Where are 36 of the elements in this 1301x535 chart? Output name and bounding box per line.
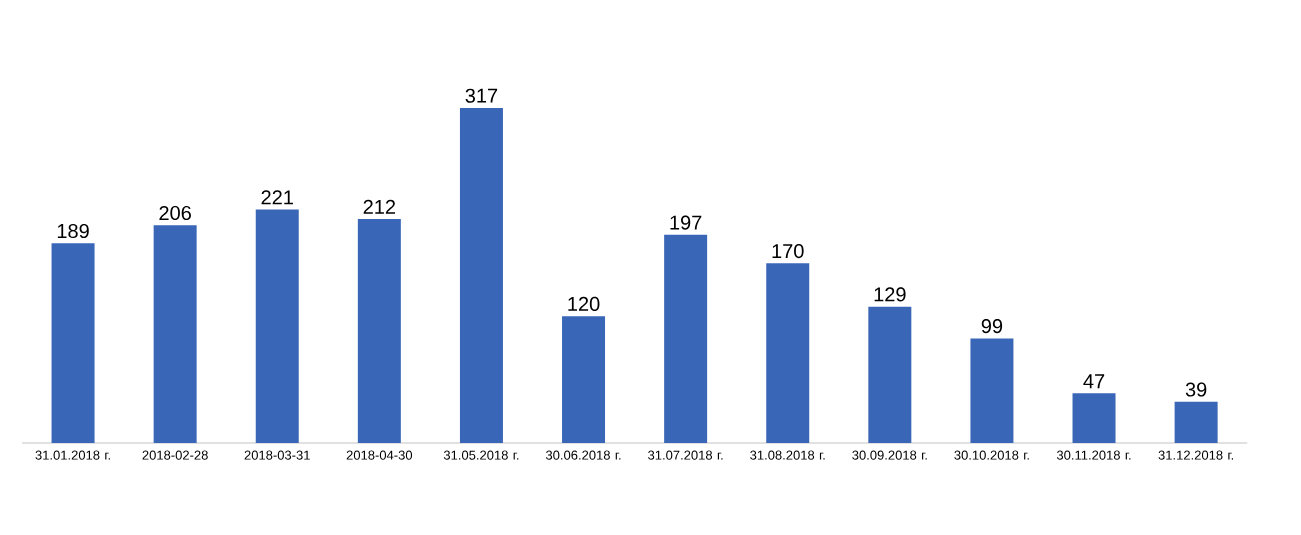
data-label: 129 [874,287,906,302]
x-tick-label: 31.07.2018 г. [648,450,723,460]
bar [1072,393,1116,443]
bar [1174,401,1218,443]
x-tick-label: 2018-03-31 [244,450,310,460]
x-tick-label: 30.06.2018 г. [545,450,621,460]
data-label: 221 [261,190,293,205]
x-tick-label: 2018-04-30 [346,450,413,460]
bar [970,338,1014,443]
data-label: 189 [57,223,89,239]
data-label: 197 [670,215,702,230]
bar [459,108,503,443]
x-tick-label: 31.08.2018 г. [750,450,825,460]
x-tick-label: 31.05.2018 г. [443,450,519,460]
data-label: 317 [465,88,498,103]
x-tick-label: 31.01.2018 г. [35,450,110,460]
data-label: 99 [981,319,1003,334]
x-tick-label: 30.11.2018 г. [1056,450,1131,460]
bar [664,234,708,443]
bar [51,243,95,443]
bar [153,225,197,443]
data-label: 39 [1185,382,1207,397]
x-tick-label: 30.09.2018 г. [852,450,927,460]
bar [868,306,912,443]
x-tick-label: 30.10.2018 г. [954,450,1029,460]
bar [357,218,401,443]
bar [255,209,299,443]
data-label: 120 [568,296,600,311]
x-tick-label: 31.12.2018 г. [1158,450,1234,460]
data-label: 212 [363,199,396,214]
x-tick-label: 2018-02-28 [142,450,208,460]
bar [562,316,606,443]
data-label: 206 [159,205,191,221]
bar [766,263,810,443]
data-label: 170 [772,243,804,259]
data-label: 47 [1083,374,1105,389]
